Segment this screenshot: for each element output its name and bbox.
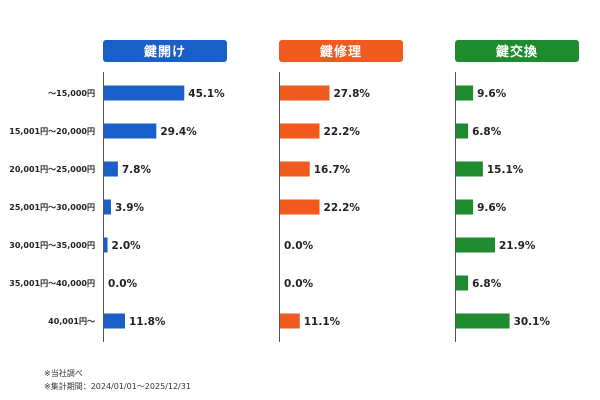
bar bbox=[104, 161, 118, 177]
data-label: 9.6% bbox=[477, 88, 507, 100]
bar bbox=[280, 123, 320, 139]
bar bbox=[104, 123, 157, 139]
bar bbox=[280, 161, 310, 177]
series-header-label: 鍵修理 bbox=[320, 44, 362, 60]
category-label: 20,001円～25,000円 bbox=[9, 165, 95, 174]
bar bbox=[104, 313, 126, 329]
data-label: 45.1% bbox=[188, 88, 225, 100]
data-label: 0.0% bbox=[284, 278, 314, 290]
data-label: 27.8% bbox=[333, 88, 370, 100]
series-header bbox=[279, 40, 403, 62]
series-header-label: 鍵開け bbox=[144, 44, 186, 60]
data-label: 22.2% bbox=[324, 202, 361, 214]
data-label: 6.8% bbox=[472, 278, 502, 290]
category-label: 25,001円～30,000円 bbox=[9, 203, 95, 212]
data-label: 0.0% bbox=[108, 278, 138, 290]
category-label: 30,001円～35,000円 bbox=[9, 241, 95, 250]
footnote-source: ※当社調べ bbox=[44, 369, 83, 378]
series-header bbox=[455, 40, 579, 62]
category-label: 40,001円～ bbox=[48, 317, 95, 326]
bar bbox=[456, 313, 510, 329]
bar bbox=[456, 199, 474, 215]
data-label: 3.9% bbox=[115, 202, 145, 214]
footnote-period: ※集計期間：2024/01/01～2025/12/31 bbox=[44, 382, 191, 391]
data-label: 11.8% bbox=[129, 316, 166, 328]
bar bbox=[280, 199, 320, 215]
bar bbox=[280, 85, 330, 101]
data-label: 16.7% bbox=[314, 164, 351, 176]
bar bbox=[104, 237, 108, 253]
data-label: 0.0% bbox=[284, 240, 314, 252]
bar bbox=[456, 237, 495, 253]
data-label: 21.9% bbox=[499, 240, 536, 252]
bar bbox=[456, 123, 469, 139]
series-header bbox=[103, 40, 227, 62]
data-label: 9.6% bbox=[477, 202, 507, 214]
data-label: 22.2% bbox=[324, 126, 361, 138]
series-header-label: 鍵交換 bbox=[496, 44, 538, 60]
bar bbox=[456, 161, 483, 177]
category-label: 15,001円～20,000円 bbox=[9, 127, 95, 136]
category-label: ～15,000円 bbox=[48, 89, 95, 98]
data-label: 2.0% bbox=[112, 240, 142, 252]
data-label: 30.1% bbox=[514, 316, 551, 328]
data-label: 29.4% bbox=[160, 126, 197, 138]
bar bbox=[104, 85, 185, 101]
data-label: 11.1% bbox=[304, 316, 341, 328]
bar bbox=[104, 199, 111, 215]
bar bbox=[456, 275, 469, 291]
bar bbox=[280, 313, 300, 329]
data-label: 15.1% bbox=[487, 164, 524, 176]
data-label: 6.8% bbox=[472, 126, 502, 138]
bar bbox=[456, 85, 474, 101]
category-label: 35,001円～40,000円 bbox=[9, 279, 95, 288]
data-label: 7.8% bbox=[122, 164, 152, 176]
